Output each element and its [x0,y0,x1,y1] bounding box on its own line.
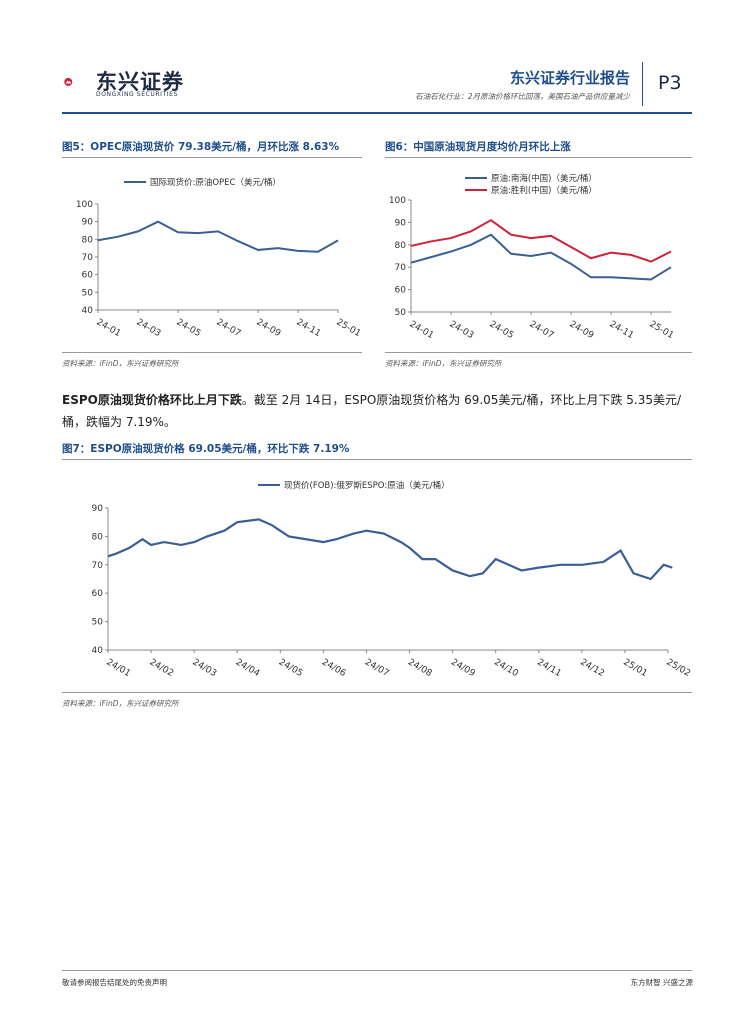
y-tick-label: 70 [92,561,104,571]
x-tick-label: 24/10 [492,657,520,679]
x-tick-label: 25/01 [621,657,648,679]
x-tick-label: 25-01 [335,317,363,339]
fig7-svg: 40 50 60 70 80 90 24/01 24/02 24/03 24/04 24/05 24/… [92,480,692,679]
fig6-rule-bottom [385,352,692,353]
x-tick-label: 24/06 [320,657,348,679]
paragraph-lead: ESPO原油现货价格环比上月下跌 [62,393,242,407]
legend-label-0: 国际现货价:原油OPEC（美元/桶） [150,177,281,188]
report-title: 东兴证券行业报告 [509,69,630,87]
footer-disclaimer: 敬请参阅报告结尾处的免责声明 [62,978,167,987]
y-tick-label: 100 [76,200,93,210]
x-tick-label: 24-01 [408,319,436,341]
x-tick-label: 24/08 [406,657,434,679]
series-line-0 [410,233,672,281]
x-tick-label: 24-03 [448,319,476,341]
fig5-svg: 40 50 60 70 80 90 100 24-01 24-03 24-05 24-07 24-09… [76,177,363,339]
x-tick-label: 24-11 [608,319,636,341]
x-tick-label: 24-05 [175,317,203,339]
y-tick-label: 90 [82,218,94,228]
x-tick-label: 24/03 [191,657,218,679]
y-tick-label: 80 [82,235,94,245]
fig7-chart: 40 50 60 70 80 90 24/01 24/02 24/03 24/04 24/05 24/… [62,465,692,690]
y-tick-label: 100 [389,196,406,206]
y-tick-label: 50 [395,308,407,318]
body-paragraph: ESPO原油现货价格环比上月下跌。截至 2月 14日，ESPO原油现货价格为 6… [62,389,692,433]
x-tick-label: 24/11 [535,657,562,679]
header-rule [62,112,692,114]
series-line-1 [410,218,672,263]
report-subtitle: 石油石化行业：2月原油价格环比回落，美国石油产品供应量减少 [415,92,630,101]
fig7-rule [62,459,692,460]
footer-rule [62,970,692,971]
x-tick-label: 24/02 [148,657,175,679]
fig5-title: 图5：OPEC原油现货价 79.38美元/桶，月环比涨 8.63% [62,141,340,153]
y-tick-label: 80 [92,532,104,542]
y-tick-label: 60 [82,271,94,281]
y-tick-label: 50 [92,618,104,628]
fig6-svg: 50 60 70 80 90 100 24-01 24-03 24-05 24-07 24-09 24… [389,173,676,341]
legend-label-0: 现货价(FOB):俄罗斯ESPO:原油（美元/桶） [284,480,450,491]
fig5-source: 资料来源：iFinD，东兴证券研究所 [62,359,179,368]
y-tick-label: 50 [82,288,94,298]
y-tick-label: 70 [395,263,407,273]
x-tick-label: 24/09 [449,657,477,679]
fig6-title: 图6：中国原油现货月度均价月环比上涨 [385,141,571,153]
footer-slogan: 东方财智 兴盛之源 [630,978,693,987]
brand-english: DONGXING SECURITIES [96,91,178,98]
brand-name: 东兴证券 [96,70,184,94]
x-tick-label: 25/02 [665,657,692,679]
x-tick-label: 24-03 [135,317,163,339]
y-tick-label: 80 [395,241,407,251]
x-tick-label: 24/05 [277,657,304,679]
fig6-chart: 50 60 70 80 90 100 24-01 24-03 24-05 24-07 24-09 24… [385,160,692,350]
x-tick-label: 24-11 [295,317,323,339]
x-tick-label: 24-09 [255,317,283,339]
fig5-chart: 40 50 60 70 80 90 100 24-01 24-03 24-05 24-07 24-09… [62,160,362,350]
x-tick-label: 24-01 [95,317,123,339]
fig6-source: 资料来源：iFinD，东兴证券研究所 [385,359,502,368]
y-tick-label: 70 [82,253,94,263]
fig5-rule-bottom [62,352,362,353]
x-tick-label: 24-07 [215,317,243,339]
legend-label-1: 原油:胜利(中国)（美元/桶） [491,185,597,196]
x-tick-label: 24-05 [488,319,516,341]
legend-label-0: 原油:南海(中国)（美元/桶） [491,173,597,184]
y-tick-label: 60 [395,286,407,296]
header-divider [642,62,643,106]
paragraph-body: 。截至 2月 14日，ESPO原油现货价格为 69.05美元/桶，环比上月下跌 … [62,393,682,429]
x-tick-label: 25-01 [648,319,676,341]
x-tick-label: 24-07 [528,319,556,341]
fig7-source: 资料来源：iFinD，东兴证券研究所 [62,699,179,708]
fig6-rule [385,157,692,158]
page-number: P3 [658,72,682,94]
x-tick-label: 24/07 [363,657,390,679]
x-tick-label: 24-09 [568,319,596,341]
x-tick-label: 24/01 [105,657,132,679]
y-tick-label: 90 [92,504,104,514]
y-tick-label: 90 [395,218,407,228]
series-line-0 [97,220,339,253]
y-tick-label: 40 [82,306,94,316]
series-line-0 [107,518,673,581]
fig7-title: 图7：ESPO原油现货价格 69.05美元/桶，环比下跌 7.19% [62,443,350,455]
x-tick-label: 24/12 [578,657,605,679]
y-tick-label: 60 [92,589,104,599]
fig7-rule-bottom [62,692,692,693]
company-logo [64,77,73,86]
y-tick-label: 40 [92,646,104,656]
fig5-rule [62,157,362,158]
x-tick-label: 24/04 [234,657,262,679]
